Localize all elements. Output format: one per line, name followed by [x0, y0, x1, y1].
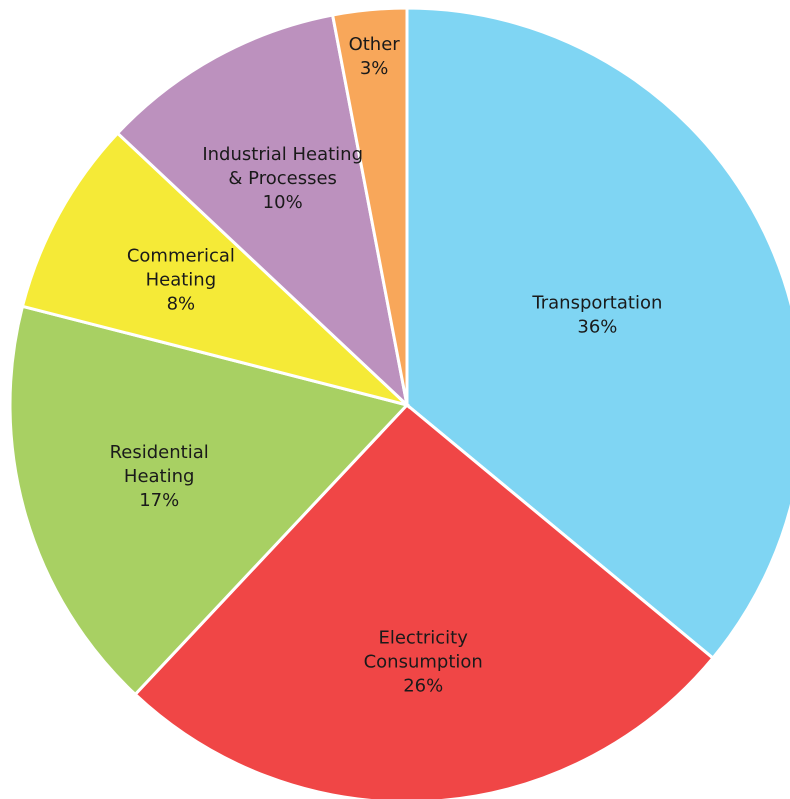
slice-label: Residential Heating	[110, 442, 209, 487]
slice-value-label: 3%	[360, 58, 389, 79]
slice-value-label: 26%	[403, 676, 443, 697]
pie-slice	[133, 402, 716, 799]
slice-label: Transportation	[531, 292, 662, 313]
pie-slice	[405, 6, 790, 661]
slice-value-label: 8%	[167, 294, 196, 315]
pie-slice	[115, 13, 410, 410]
slice-value-label: 17%	[139, 490, 179, 511]
pie-slice	[20, 131, 409, 407]
slice-label: Commerical Heating	[127, 246, 235, 291]
slice-label: Other	[349, 34, 401, 55]
pie-slice	[330, 6, 409, 406]
slice-value-label: 10%	[263, 192, 303, 213]
slice-label: Electricity Consumption	[364, 628, 483, 673]
pie-slice	[8, 304, 410, 697]
slice-label: Industrial Heating & Processes	[202, 144, 363, 189]
slice-value-label: 36%	[577, 316, 617, 337]
